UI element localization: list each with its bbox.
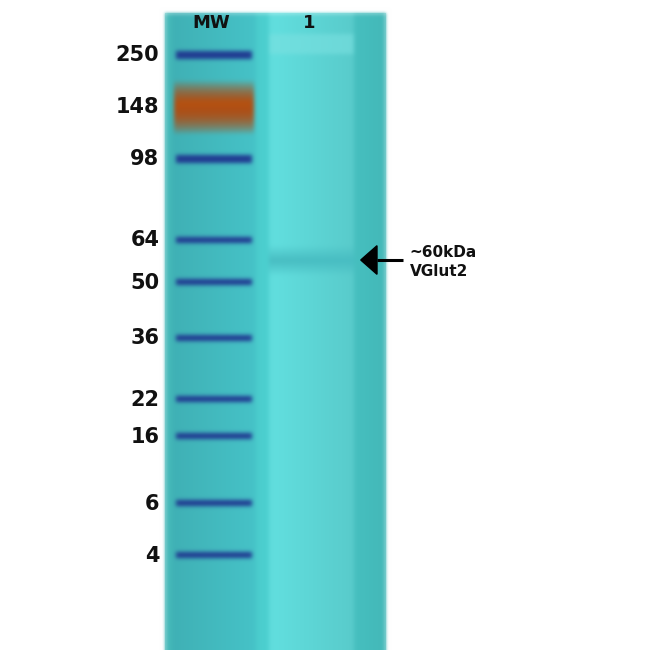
Text: 22: 22 [130, 390, 159, 410]
Text: 36: 36 [130, 328, 159, 348]
Text: 148: 148 [116, 98, 159, 117]
Text: 4: 4 [145, 546, 159, 566]
Text: 98: 98 [130, 150, 159, 169]
Text: 1: 1 [302, 14, 315, 32]
Text: 250: 250 [116, 46, 159, 65]
Text: ~60kDa: ~60kDa [410, 244, 476, 260]
Text: 6: 6 [145, 494, 159, 514]
Text: 64: 64 [130, 231, 159, 250]
Text: MW: MW [192, 14, 230, 32]
Text: 16: 16 [130, 427, 159, 447]
Polygon shape [361, 246, 377, 274]
Text: VGlut2: VGlut2 [410, 264, 468, 280]
Text: 50: 50 [130, 273, 159, 292]
